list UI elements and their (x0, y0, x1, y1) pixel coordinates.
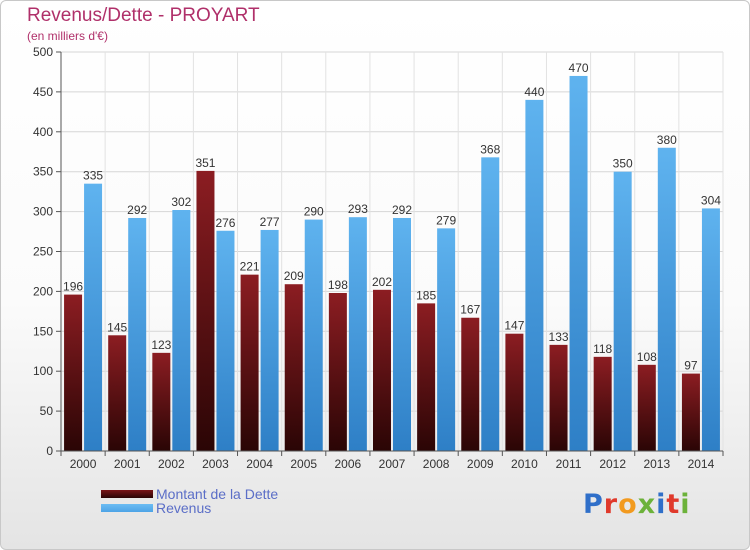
bar-debt (637, 364, 656, 451)
x-tick-label: 2006 (335, 457, 362, 471)
bar-debt (108, 335, 127, 451)
data-label-debt: 97 (684, 359, 698, 373)
bar-revenue (525, 99, 544, 451)
data-label-debt: 185 (416, 288, 436, 302)
bar-debt (549, 344, 568, 451)
data-label-debt: 133 (549, 330, 569, 344)
x-tick-label: 2009 (467, 457, 494, 471)
data-label-revenue: 304 (701, 193, 721, 207)
legend-label-revenue: Revenus (156, 500, 212, 516)
bar-revenue (569, 75, 588, 451)
x-tick-label: 2011 (556, 457, 582, 471)
data-label-revenue: 350 (613, 157, 633, 171)
data-label-revenue: 290 (304, 205, 324, 219)
x-tick-label: 2004 (246, 457, 273, 471)
y-tick-label: 450 (33, 85, 53, 99)
y-tick-label: 300 (33, 205, 53, 219)
data-label-revenue: 279 (436, 213, 456, 227)
y-tick-label: 350 (33, 165, 53, 179)
bars (64, 75, 720, 452)
y-tick-label: 250 (33, 245, 53, 259)
data-label-revenue: 302 (171, 195, 191, 209)
data-label-debt: 145 (107, 320, 127, 334)
bar-debt (505, 333, 524, 451)
y-tick-label: 150 (33, 324, 53, 338)
x-tick-label: 2000 (70, 457, 97, 471)
data-label-debt: 167 (460, 303, 480, 317)
data-label-revenue: 440 (524, 85, 544, 99)
bar-revenue (701, 208, 720, 451)
bar-debt (328, 292, 347, 451)
bar-debt (152, 352, 171, 451)
axes: 0 50 100 150 200 250 300 350 400 450 500 2000 2001 20… (33, 45, 724, 471)
legend-label-debt: Montant de la Dette (156, 486, 279, 502)
bar-revenue (393, 217, 411, 451)
data-label-debt: 196 (63, 280, 83, 294)
data-label-revenue: 380 (657, 133, 677, 147)
data-label-revenue: 470 (569, 61, 589, 75)
data-label-debt: 198 (328, 278, 348, 292)
y-tick-label: 200 (33, 284, 53, 298)
y-tick-label: 50 (40, 404, 54, 418)
data-label-revenue: 276 (215, 216, 235, 230)
x-tick-label: 2005 (290, 457, 317, 471)
grid (60, 51, 724, 452)
bar-debt (284, 284, 303, 451)
x-tick-label: 2012 (599, 457, 626, 471)
data-label-revenue: 293 (348, 202, 368, 216)
proxiti-logo: Proxiti (583, 489, 691, 520)
legend-swatch-revenue (101, 504, 153, 512)
data-label-revenue: 292 (392, 203, 412, 217)
bar-debt (417, 303, 436, 451)
x-tick-label: 2010 (511, 457, 538, 471)
bar-debt (593, 356, 612, 451)
y-tick-label: 500 (33, 45, 53, 59)
y-tick-label: 0 (46, 444, 53, 458)
data-label-debt: 147 (504, 319, 524, 333)
bar-revenue (260, 229, 279, 451)
bar-revenue (481, 157, 500, 451)
bar-debt (681, 373, 700, 451)
x-tick-label: 2008 (423, 457, 450, 471)
y-tick-label: 400 (33, 125, 53, 139)
bar-revenue (657, 147, 676, 451)
chart-title: Revenus/Dette - PROYART (27, 5, 260, 26)
bar-revenue (172, 210, 191, 451)
x-tick-label: 2001 (114, 457, 141, 471)
x-tick-label: 2013 (643, 457, 670, 471)
bar-debt (240, 274, 259, 451)
bar-debt (461, 317, 480, 451)
data-label-debt: 118 (593, 342, 612, 356)
data-label-revenue: 277 (260, 215, 280, 229)
data-label-debt: 221 (240, 260, 260, 274)
y-tick-label: 100 (33, 364, 53, 378)
data-label-debt: 351 (195, 156, 215, 170)
x-tick-label: 2002 (158, 457, 185, 471)
bar-revenue (613, 171, 632, 451)
bar-revenue (437, 228, 456, 451)
bar-revenue (304, 219, 323, 451)
bar-debt (196, 170, 215, 452)
bar-debt (373, 289, 391, 451)
bar-revenue (216, 230, 235, 451)
bar-revenue (84, 183, 103, 452)
data-labels: 196 335 145 292 123 302 351 276 221 277 209 290 198 2… (63, 61, 721, 373)
bar-revenue (348, 217, 367, 451)
data-label-debt: 123 (151, 338, 171, 352)
data-label-debt: 108 (637, 350, 657, 364)
bar-revenue (128, 217, 147, 451)
data-label-debt: 209 (284, 269, 304, 283)
x-tick-label: 2003 (202, 457, 229, 471)
x-tick-label: 2014 (688, 457, 715, 471)
data-label-revenue: 292 (127, 203, 147, 217)
data-label-revenue: 368 (480, 142, 500, 156)
data-label-debt: 202 (372, 275, 392, 289)
bar-debt (64, 294, 83, 451)
chart-subtitle: (en milliers d'€) (27, 29, 108, 43)
data-label-revenue: 335 (83, 169, 103, 183)
x-tick-label: 2007 (379, 457, 406, 471)
legend-swatch-debt (101, 490, 153, 498)
